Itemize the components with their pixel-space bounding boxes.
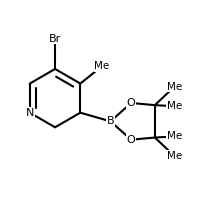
Text: O: O: [127, 98, 135, 108]
Text: Me: Me: [167, 151, 182, 161]
Text: Me: Me: [167, 82, 182, 92]
Text: N: N: [26, 108, 34, 118]
Text: Me: Me: [167, 132, 182, 141]
Text: B: B: [107, 116, 114, 126]
Text: Me: Me: [94, 61, 110, 71]
Text: O: O: [127, 135, 135, 145]
Text: Me: Me: [167, 101, 182, 111]
Text: Br: Br: [49, 34, 61, 44]
